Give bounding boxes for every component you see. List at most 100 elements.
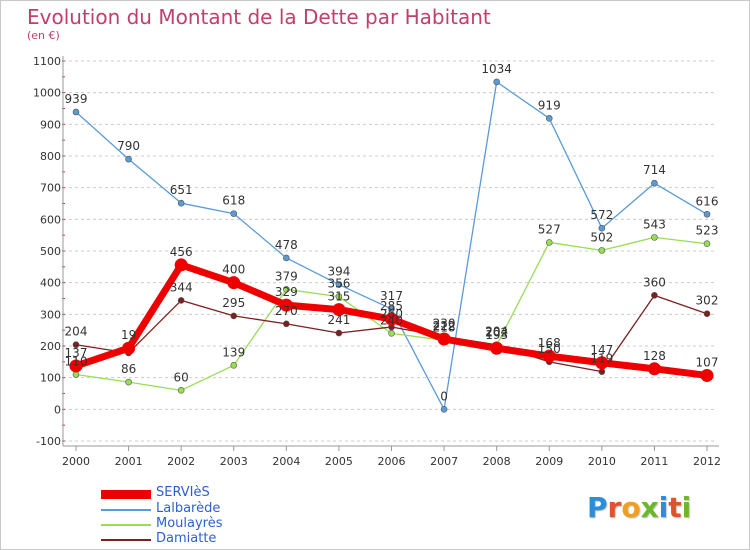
data-point	[227, 276, 241, 290]
data-point	[595, 356, 609, 370]
y-tick-label: 100	[40, 372, 61, 385]
data-point	[72, 108, 80, 116]
data-point	[493, 78, 500, 86]
legend-label-damiatte: Damiatte	[156, 531, 217, 546]
data-point	[335, 281, 343, 288]
logo-letter: t	[668, 491, 682, 524]
data-label: 919	[538, 98, 561, 112]
y-tick-label: 1000	[33, 87, 61, 100]
data-label: 0	[440, 389, 448, 403]
data-label: 939	[65, 92, 88, 106]
data-label: 110	[65, 355, 88, 369]
data-point	[230, 362, 238, 369]
x-tick-label: 2007	[430, 455, 458, 468]
data-point	[700, 368, 714, 382]
data-point	[69, 359, 83, 373]
data-point	[335, 329, 343, 337]
data-point	[651, 234, 658, 241]
data-label: 360	[643, 275, 666, 289]
x-tick-label: 2009	[535, 455, 563, 468]
data-label: 400	[222, 263, 245, 277]
chart-grid	[63, 60, 717, 442]
y-tick-label: 600	[40, 213, 61, 226]
data-point	[283, 286, 290, 293]
logo-letter: P	[587, 491, 608, 524]
data-point	[598, 247, 606, 254]
data-label: 230	[433, 317, 456, 331]
data-label: 260	[380, 307, 403, 321]
data-label: 137	[65, 346, 88, 360]
data-point	[177, 387, 185, 394]
data-label: 19	[121, 328, 136, 342]
data-point	[230, 312, 238, 320]
data-label: 502	[590, 230, 613, 244]
y-tick-label: 400	[40, 277, 61, 290]
data-point	[703, 310, 711, 318]
data-point	[545, 115, 553, 122]
x-tick-label: 2008	[483, 455, 511, 468]
data-label: 204	[65, 325, 88, 339]
y-tick-label: 300	[40, 308, 61, 321]
data-label: 379	[275, 269, 298, 283]
x-tick-label: 2010	[588, 455, 616, 468]
data-label: 119	[590, 352, 613, 366]
y-tick-label: 500	[40, 245, 61, 258]
legend-label-servies: SERVIèS	[156, 485, 210, 500]
data-point	[703, 210, 711, 218]
data-point	[177, 297, 185, 304]
data-label: 139	[222, 345, 245, 359]
data-label: 222	[433, 319, 456, 333]
chart-title: Evolution du Montant de la Dette par Hab…	[27, 5, 491, 29]
data-point	[437, 332, 451, 346]
x-tick-label: 2012	[693, 455, 721, 468]
x-tick-label: 2003	[220, 455, 248, 468]
data-point	[598, 224, 606, 232]
data-label: 618	[222, 194, 245, 208]
legend-label-moulayres: Moulayrès	[156, 516, 223, 531]
data-point	[177, 199, 185, 207]
data-label: 478	[275, 238, 298, 252]
data-label: 317	[380, 289, 403, 303]
chart-series	[69, 78, 714, 413]
x-tick-label: 2011	[640, 455, 668, 468]
data-point	[651, 179, 658, 187]
y-tick-label: 800	[40, 150, 61, 163]
data-label: 193	[485, 328, 508, 342]
data-point	[598, 368, 606, 375]
data-label: 356	[327, 277, 350, 291]
data-point	[335, 293, 343, 300]
x-tick-label: 2000	[62, 455, 90, 468]
data-label: 60	[174, 370, 189, 384]
legend-label-lalbarede: Lalbarède	[156, 501, 221, 516]
data-label: 790	[117, 139, 140, 153]
data-label: 456	[170, 245, 193, 259]
data-label: 572	[590, 208, 613, 222]
data-label: 523	[696, 224, 719, 238]
data-point	[647, 362, 661, 376]
data-point	[72, 341, 80, 349]
y-tick-label: 0	[54, 403, 61, 416]
data-point	[388, 330, 395, 337]
data-label: 218	[433, 320, 456, 334]
data-point	[122, 341, 136, 355]
data-label: 128	[643, 349, 666, 363]
data-label: 204	[485, 325, 508, 339]
logo-letter: i	[681, 491, 692, 524]
data-label: 302	[696, 294, 719, 308]
data-label: 543	[643, 217, 666, 231]
data-label: 394	[327, 265, 350, 279]
data-label: 147	[590, 343, 613, 357]
data-point	[651, 292, 658, 299]
data-label: 295	[222, 296, 245, 310]
data-point	[174, 258, 188, 272]
data-label: 329	[275, 285, 298, 299]
data-labels: 137 19 456 400 329 315 285 222 193 168 147 128 107 93…	[65, 62, 719, 403]
data-label: 270	[275, 304, 298, 318]
y-tick-label: 200	[40, 340, 61, 353]
legend-swatch-moulayres	[101, 524, 151, 526]
data-point	[440, 406, 448, 413]
data-point	[388, 305, 395, 313]
y-tick-label: 700	[40, 182, 61, 195]
